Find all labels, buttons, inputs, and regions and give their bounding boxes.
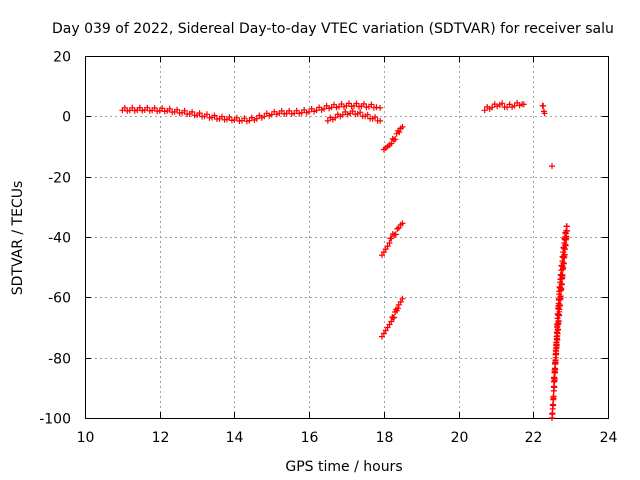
y-tick-label: 0 <box>62 110 71 126</box>
data-point <box>166 105 173 112</box>
x-tick-label: 24 <box>600 430 618 446</box>
data-point <box>399 295 406 302</box>
data-point <box>553 350 560 357</box>
y-tick-label: -40 <box>48 231 71 247</box>
data-point <box>324 117 331 124</box>
data-point <box>189 108 196 115</box>
data-point <box>364 111 371 118</box>
data-point <box>353 100 360 107</box>
data-point <box>563 233 570 240</box>
x-tick-label: 16 <box>301 430 319 446</box>
data-point <box>481 107 488 114</box>
data-point <box>549 163 555 170</box>
data-point <box>392 231 399 238</box>
data-point <box>399 220 406 227</box>
data-point <box>520 101 527 108</box>
data-point <box>394 305 401 312</box>
data-point <box>159 105 166 112</box>
data-point <box>489 104 496 111</box>
data-point <box>559 272 566 278</box>
data-point <box>396 129 403 136</box>
data-point <box>386 240 393 246</box>
data-point <box>499 100 506 107</box>
data-point <box>174 106 181 113</box>
data-point <box>253 115 260 122</box>
data-point <box>388 140 395 147</box>
grid <box>85 56 608 418</box>
data-point <box>388 235 395 242</box>
data-point <box>397 298 404 305</box>
data-point <box>551 366 558 373</box>
data-point <box>391 314 398 321</box>
data-point <box>399 123 406 130</box>
data-point <box>557 302 563 309</box>
data-point <box>550 402 557 409</box>
data-point <box>379 333 385 340</box>
y-tick-label: -100 <box>39 412 71 428</box>
data-point <box>226 114 233 121</box>
data-point <box>211 112 218 119</box>
x-tick-label: 18 <box>376 430 394 446</box>
data-point <box>204 111 210 118</box>
y-tick-label: 20 <box>53 50 71 66</box>
data-point <box>233 114 240 121</box>
x-tick-label: 20 <box>451 430 469 446</box>
y-axis-label: SDTVAR / TECUs <box>10 181 26 296</box>
data-point <box>368 101 375 108</box>
data-point <box>388 318 395 325</box>
y-tick-label: -80 <box>48 352 71 368</box>
data-point <box>555 326 561 333</box>
data-point <box>377 117 384 124</box>
data-point <box>553 342 560 349</box>
data-point <box>196 110 203 117</box>
data-point <box>541 110 548 117</box>
data-point <box>372 114 379 121</box>
x-tick-label: 10 <box>77 430 95 446</box>
data-point <box>550 393 557 400</box>
y-tick-label: -20 <box>48 171 71 187</box>
data-point <box>555 317 562 324</box>
axis-ticks: 10 12 14 16 18 20 22 24 -100 -80 -60 -40 -20 0 20 <box>39 50 617 447</box>
x-tick-label: 14 <box>226 430 244 446</box>
data-point <box>151 105 158 111</box>
data-point <box>181 107 188 114</box>
y-tick-label: -60 <box>48 291 71 307</box>
data-point <box>558 281 565 288</box>
data-point <box>144 104 151 111</box>
data-point <box>551 375 558 381</box>
data-point <box>557 293 564 300</box>
data-point <box>560 260 567 267</box>
x-tick-label: 12 <box>152 430 170 446</box>
data-point <box>392 136 399 143</box>
data-point <box>561 251 568 258</box>
data-point <box>332 114 339 121</box>
data-point <box>551 384 558 391</box>
data-point <box>349 108 356 115</box>
x-axis-label: GPS time / hours <box>285 459 402 475</box>
data-point <box>563 228 570 234</box>
data-point <box>357 109 364 116</box>
data-point <box>360 100 367 107</box>
data-point <box>377 104 384 111</box>
data-point <box>562 242 569 249</box>
data-point <box>384 243 391 250</box>
chart-title: Day 039 of 2022, Sidereal Day-to-day VTE… <box>52 21 614 37</box>
data-point <box>219 113 225 120</box>
data-points <box>119 99 570 421</box>
x-tick-label: 22 <box>525 430 543 446</box>
data-point <box>540 102 547 109</box>
